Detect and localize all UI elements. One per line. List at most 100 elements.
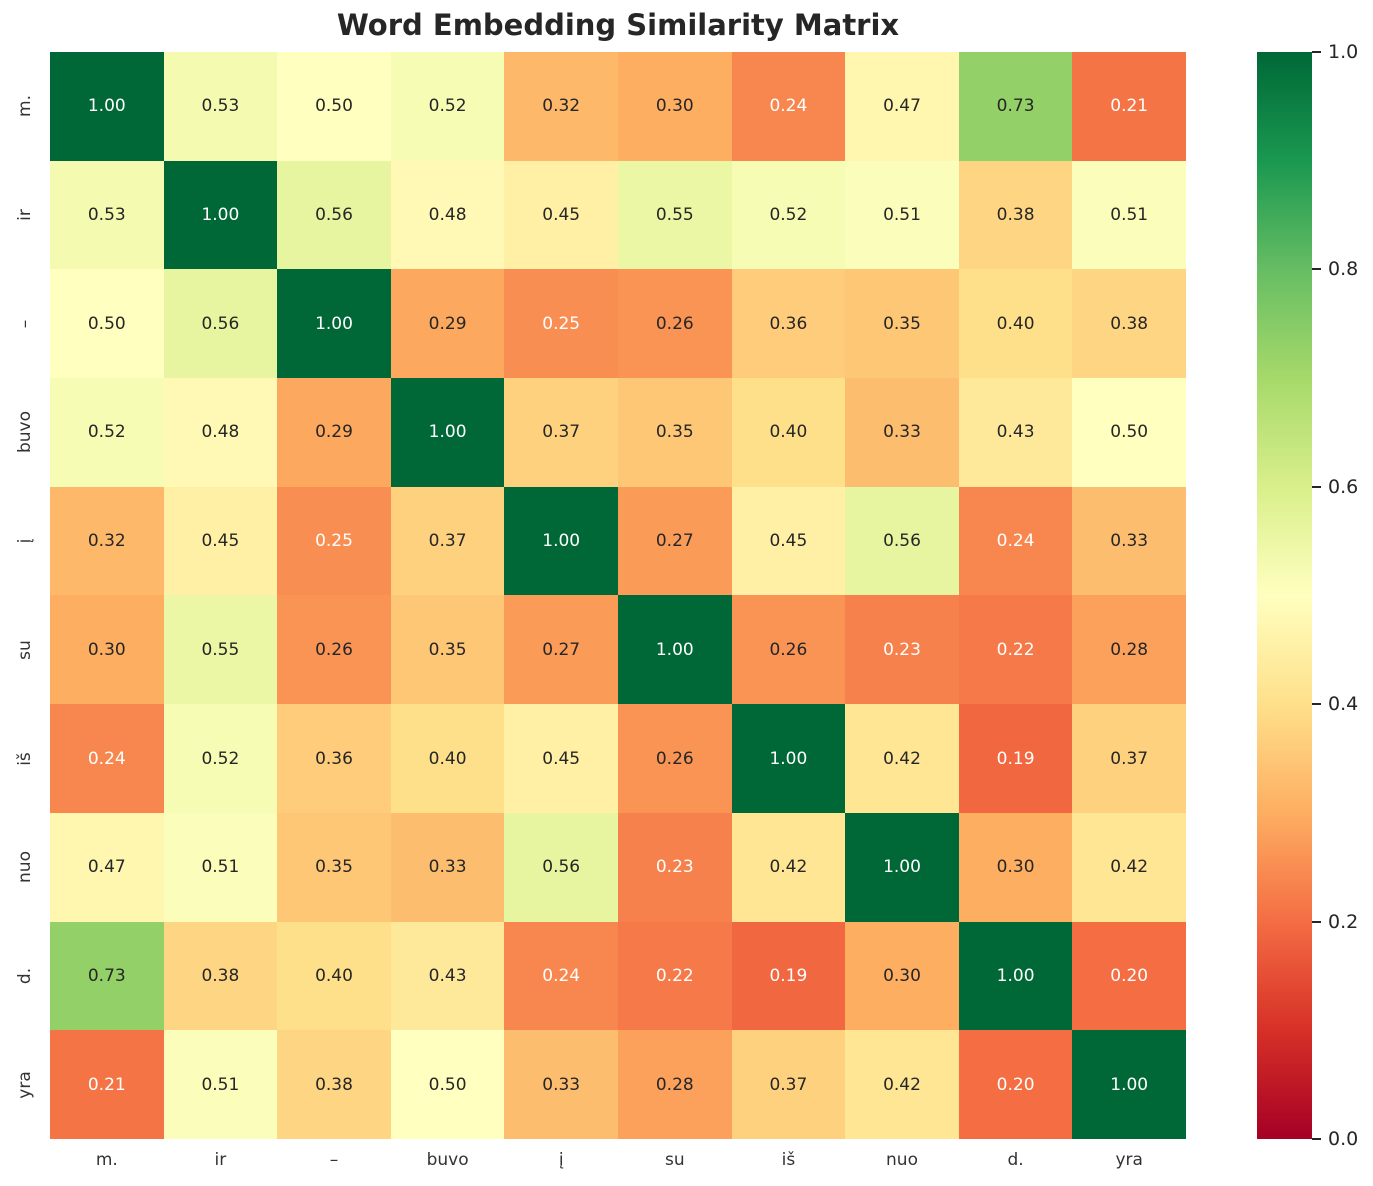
heatmap-cell: 0.22 xyxy=(958,595,1073,705)
y-tick-label: d. xyxy=(15,967,35,985)
heatmap-cell: 0.30 xyxy=(845,921,959,1031)
x-tick-label: į xyxy=(558,1150,564,1170)
heatmap-cell: 0.33 xyxy=(504,1030,618,1139)
heatmap-cell: 0.48 xyxy=(163,378,278,487)
heatmap-cell: 0.52 xyxy=(390,52,505,161)
heatmap-cell: 0.55 xyxy=(617,160,732,270)
heatmap-cell: 0.51 xyxy=(1072,160,1186,270)
heatmap-cell: 0.29 xyxy=(390,269,505,379)
heatmap-cell: 0.52 xyxy=(731,160,846,270)
heatmap-cell: 1.00 xyxy=(617,595,732,705)
heatmap-cell: 0.22 xyxy=(617,921,732,1031)
heatmap-cell: 0.24 xyxy=(50,704,164,813)
x-tick-label: d. xyxy=(1007,1150,1024,1170)
colorbar xyxy=(1257,52,1312,1139)
heatmap-cell: 1.00 xyxy=(390,378,505,487)
heatmap-cell: 1.00 xyxy=(958,921,1073,1031)
heatmap-cell: 0.26 xyxy=(617,269,732,379)
heatmap-cell: 0.32 xyxy=(504,52,618,161)
heatmap-cell: 0.30 xyxy=(50,595,164,705)
x-tick-label: buvo xyxy=(426,1150,469,1170)
heatmap-cell: 0.24 xyxy=(504,921,618,1031)
heatmap-cell: 0.35 xyxy=(617,378,732,487)
heatmap-cell: 0.73 xyxy=(958,52,1073,161)
heatmap-cell: 0.45 xyxy=(731,486,846,596)
heatmap-cell: 0.35 xyxy=(845,269,959,379)
heatmap-cell: 0.45 xyxy=(504,160,618,270)
heatmap-cell: 0.42 xyxy=(845,1030,959,1139)
heatmap-cell: 0.26 xyxy=(731,595,846,705)
colorbar-tick-mark xyxy=(1312,703,1321,706)
y-tick-label: nuo xyxy=(15,851,35,884)
heatmap-cell: 0.37 xyxy=(731,1030,846,1139)
heatmap-cell: 0.37 xyxy=(390,486,505,596)
heatmap-cell: 0.48 xyxy=(390,160,505,270)
heatmap-cell: 0.24 xyxy=(731,52,846,161)
x-tick-label: – xyxy=(329,1150,339,1170)
heatmap-cell: 0.50 xyxy=(50,269,164,379)
x-tick-label: yra xyxy=(1115,1150,1143,1170)
heatmap-cell: 0.21 xyxy=(1072,52,1186,161)
colorbar-tick-label: 1.0 xyxy=(1328,41,1359,63)
x-tick-label: m. xyxy=(95,1150,118,1170)
heatmap-cell: 1.00 xyxy=(731,704,846,813)
heatmap-cell: 0.50 xyxy=(390,1030,505,1139)
heatmap-cell: 1.00 xyxy=(845,812,959,922)
heatmap-cell: 0.47 xyxy=(50,812,164,922)
heatmap-cell: 1.00 xyxy=(277,269,391,379)
chart-title: Word Embedding Similarity Matrix xyxy=(336,8,900,42)
heatmap-cell: 0.51 xyxy=(163,1030,278,1139)
heatmap-cell: 0.25 xyxy=(504,269,618,379)
heatmap-cell: 0.38 xyxy=(958,160,1073,270)
heatmap-cell: 0.36 xyxy=(731,269,846,379)
colorbar-tick-label: 0.2 xyxy=(1328,910,1359,933)
colorbar-tick-label: 0.8 xyxy=(1328,258,1359,281)
heatmap-cell: 0.35 xyxy=(277,812,391,922)
heatmap-cell: 0.42 xyxy=(731,812,846,922)
heatmap-cell: 0.51 xyxy=(845,160,959,270)
heatmap-cell: 0.53 xyxy=(50,160,164,270)
x-tick-label: su xyxy=(664,1150,685,1170)
heatmap-cell: 0.37 xyxy=(504,378,618,487)
heatmap-cell: 0.25 xyxy=(277,486,391,596)
x-tick-label: ir xyxy=(214,1150,227,1170)
colorbar-tick-label: 0.6 xyxy=(1328,475,1359,498)
colorbar-tick-mark xyxy=(1312,51,1321,53)
heatmap-cell: 0.56 xyxy=(163,269,278,379)
heatmap-cell: 1.00 xyxy=(504,486,618,596)
y-tick-label: yra xyxy=(15,1070,35,1099)
y-tick-label: buvo xyxy=(15,411,35,454)
heatmap-cell: 0.33 xyxy=(1072,486,1186,596)
heatmap-cell: 0.43 xyxy=(390,921,505,1031)
heatmap-cell: 0.30 xyxy=(617,52,732,161)
heatmap-cell: 0.28 xyxy=(617,1030,732,1139)
colorbar-tick-label: 0.4 xyxy=(1328,693,1359,716)
heatmap-cell: 0.20 xyxy=(1072,921,1186,1031)
heatmap-cell: 0.45 xyxy=(163,486,278,596)
heatmap-cell: 0.56 xyxy=(845,486,959,596)
heatmap-cell: 0.26 xyxy=(277,595,391,705)
x-tick-label: iš xyxy=(781,1150,796,1170)
heatmap-cell: 0.40 xyxy=(731,378,846,487)
heatmap-cell: 0.51 xyxy=(163,812,278,922)
heatmap-cell: 1.00 xyxy=(50,52,164,161)
heatmap-cell: 0.19 xyxy=(731,921,846,1031)
heatmap-cell: 0.33 xyxy=(845,378,959,487)
heatmap-cell: 0.52 xyxy=(50,378,164,487)
heatmap-cell: 0.23 xyxy=(617,812,732,922)
heatmap-cell: 0.23 xyxy=(845,595,959,705)
heatmap-cell: 0.42 xyxy=(845,704,959,813)
heatmap-cell: 1.00 xyxy=(1072,1030,1186,1139)
heatmap-cell: 0.43 xyxy=(958,378,1073,487)
y-tick-label: į xyxy=(15,538,35,544)
heatmap-cell: 0.50 xyxy=(277,52,391,161)
heatmap-cell: 0.21 xyxy=(50,1030,164,1139)
heatmap-cell: 0.56 xyxy=(277,160,391,270)
heatmap-cell: 0.40 xyxy=(390,704,505,813)
heatmap-cell: 0.38 xyxy=(1072,269,1186,379)
x-tick-label: nuo xyxy=(886,1150,918,1170)
heatmap-cell: 0.38 xyxy=(163,921,278,1031)
heatmap-cell: 0.30 xyxy=(958,812,1073,922)
heatmap-cell: 0.45 xyxy=(504,704,618,813)
